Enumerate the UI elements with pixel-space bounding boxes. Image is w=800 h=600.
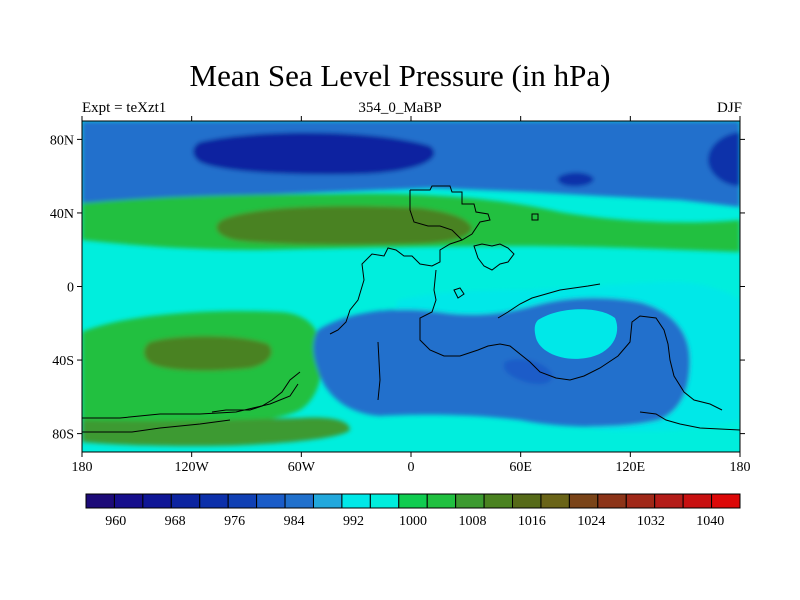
colorbar-swatch xyxy=(540,493,570,509)
pressure-field xyxy=(82,121,740,452)
colorbar-swatch xyxy=(398,493,428,509)
x-tick-label: 120E xyxy=(616,460,646,475)
y-tick-label: 40N xyxy=(50,207,74,222)
colorbar-label: 984 xyxy=(284,514,305,529)
colorbar-label: 1016 xyxy=(518,514,546,529)
colorbar-swatch xyxy=(284,493,314,509)
colorbar-label: 1008 xyxy=(458,514,486,529)
period-label: 354_0_MaBP xyxy=(358,100,442,116)
y-tick-label: 40S xyxy=(52,354,74,369)
x-tick-label: 60E xyxy=(509,460,532,475)
colorbar-swatch xyxy=(568,493,599,509)
colorbar-label: 1032 xyxy=(637,514,665,529)
y-tick-label: 0 xyxy=(67,281,74,296)
colorbar-swatch xyxy=(455,493,485,509)
colorbar-swatch xyxy=(711,493,741,509)
region-pacific-low-core xyxy=(708,132,740,186)
colorbar: 960 968 976 984 992 1000 1008 1016 1024 1032 1040 xyxy=(85,493,741,529)
colorbar-swatch xyxy=(597,493,627,509)
y-axis: 80N 40N 0 40S 80S xyxy=(50,133,745,443)
colorbar-swatch xyxy=(170,493,201,509)
chart-title: Mean Sea Level Pressure (in hPa) xyxy=(189,58,611,93)
x-tick-label: 0 xyxy=(408,460,415,475)
region-pacific-low-east xyxy=(557,172,594,187)
colorbar-swatch xyxy=(341,493,371,509)
colorbar-label: 968 xyxy=(165,514,186,529)
colorbar-swatch xyxy=(227,493,258,509)
colorbar-swatch xyxy=(199,493,229,509)
colorbar-swatch xyxy=(256,493,286,509)
colorbar-swatch xyxy=(654,493,684,509)
x-axis: 180 120W 60W 0 60E 120E 180 xyxy=(72,116,751,475)
season-label: DJF xyxy=(716,100,742,116)
coastline-outline xyxy=(82,185,741,433)
colorbar-swatch xyxy=(625,493,656,509)
colorbar-swatch xyxy=(369,493,400,509)
y-tick-label: 80N xyxy=(50,133,74,148)
experiment-label: Expt = teXzt1 xyxy=(82,100,167,116)
colorbar-swatch xyxy=(312,493,343,509)
region-continental-deep-low xyxy=(503,359,553,384)
region-atlantic-high xyxy=(216,206,472,245)
colorbar-swatch xyxy=(142,493,172,509)
colorbar-label: 960 xyxy=(105,514,126,529)
colorbar-swatch xyxy=(512,493,542,509)
x-tick-label: 180 xyxy=(730,460,751,475)
colorbar-swatch xyxy=(483,493,514,509)
y-tick-label: 80S xyxy=(52,428,74,443)
colorbar-swatch xyxy=(426,493,457,509)
colorbar-swatch xyxy=(682,493,713,509)
x-tick-label: 180 xyxy=(72,460,93,475)
region-icelandic-low-core xyxy=(193,132,435,175)
colorbar-swatch xyxy=(113,493,144,509)
colorbar-label: 1040 xyxy=(696,514,724,529)
region-south-atlantic-high xyxy=(144,336,272,371)
colorbar-swatch xyxy=(85,493,115,509)
x-tick-label: 120W xyxy=(175,460,210,475)
colorbar-label: 976 xyxy=(224,514,245,529)
colorbar-label: 992 xyxy=(343,514,364,529)
region-continental-low xyxy=(313,297,690,427)
colorbar-label: 1000 xyxy=(399,514,427,529)
region-southern-polar-high xyxy=(82,417,350,446)
region-indian-ocean-moderate-inner xyxy=(534,309,618,359)
x-tick-label: 60W xyxy=(288,460,316,475)
colorbar-label: 1024 xyxy=(577,514,605,529)
